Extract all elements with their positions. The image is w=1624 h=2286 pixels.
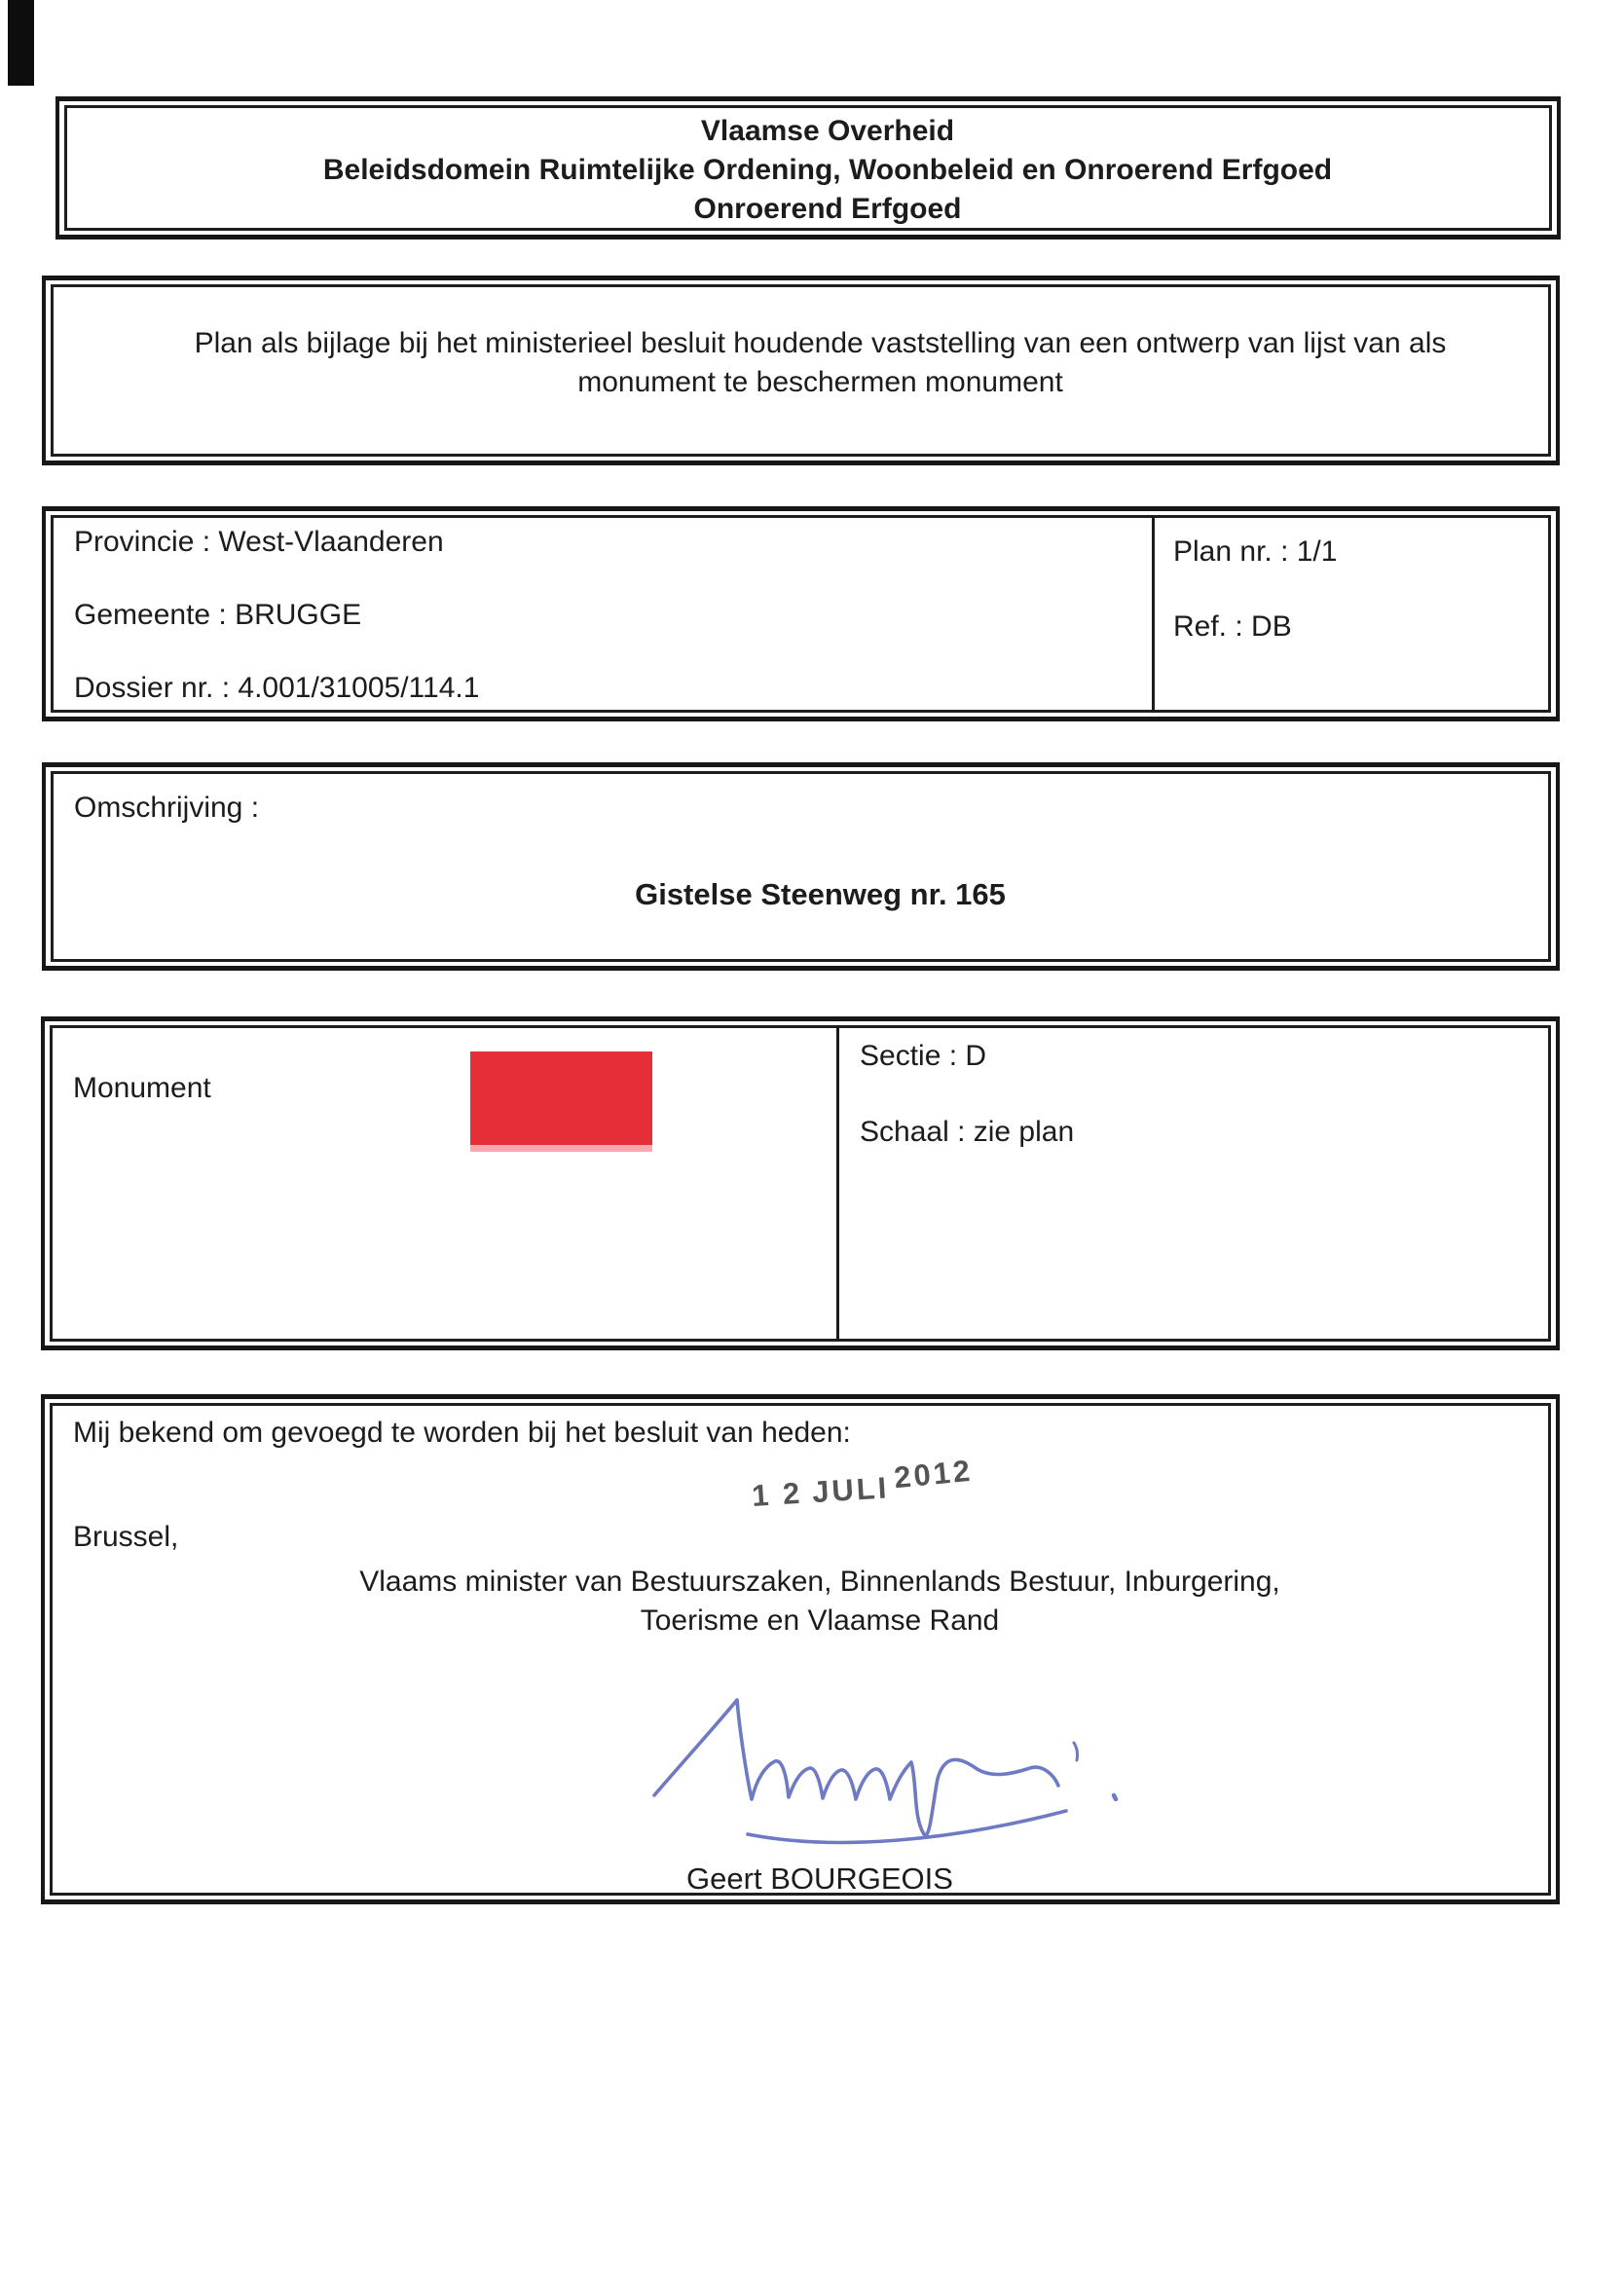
legend-box: Monument Sectie : D Schaal : zie plan [41, 1016, 1560, 1350]
plan-statement-box: Plan als bijlage bij het ministerieel be… [42, 276, 1560, 465]
monument-color-swatch [470, 1051, 652, 1145]
provincie-field: Provincie : West-Vlaanderen [74, 526, 444, 558]
info-box-outer-border [42, 506, 1560, 721]
omschrijving-label: Omschrijving : [74, 792, 260, 824]
signature-ink [652, 1698, 1119, 1845]
signature-box-inner-border [50, 1403, 1551, 1896]
city-line: Brussel, [73, 1521, 179, 1553]
header-box-inner-border [64, 105, 1552, 231]
stamp-day: 1 2 [751, 1475, 804, 1513]
info-box-divider [1152, 515, 1155, 713]
legend-box-inner-border [50, 1025, 1551, 1342]
scan-artifact-bar [8, 0, 34, 86]
gemeente-field: Gemeente : BRUGGE [74, 599, 362, 631]
header-box: Vlaamse Overheid Beleidsdomein Ruimtelij… [55, 96, 1561, 240]
monument-label: Monument [73, 1072, 211, 1104]
minister-title-line1: Vlaams minister van Bestuurszaken, Binne… [359, 1566, 1280, 1598]
stamp-year: 2012 [892, 1453, 975, 1495]
schaal-field: Schaal : zie plan [860, 1116, 1075, 1148]
omschrijving-box: Omschrijving : Gistelse Steenweg nr. 165 [42, 762, 1560, 971]
plan-statement: Plan als bijlage bij het ministerieel be… [42, 324, 1560, 402]
signature-tick [1072, 1741, 1080, 1762]
plan-box-outer-border [42, 276, 1560, 465]
signer-name: Geert BOURGEOIS [686, 1862, 953, 1896]
stamp-month: JULI [811, 1470, 891, 1510]
signature-stroke [652, 1698, 1060, 1837]
policy-domain: Beleidsdomein Ruimtelijke Ordening, Woon… [322, 154, 1333, 186]
legend-box-outer-border [41, 1016, 1560, 1350]
signature-underline [746, 1809, 1068, 1845]
signature-period [1111, 1792, 1119, 1802]
org-name: Vlaamse Overheid [700, 115, 955, 147]
minister-title: Vlaams minister van Bestuurszaken, Binne… [41, 1563, 1560, 1641]
header-title-lines: Vlaamse Overheid Beleidsdomein Ruimtelij… [55, 112, 1561, 229]
legend-box-divider [836, 1025, 839, 1342]
sectie-field: Sectie : D [860, 1040, 987, 1072]
ref-field: Ref. : DB [1173, 610, 1292, 643]
plan-statement-line1: Plan als bijlage bij het ministerieel be… [194, 327, 1447, 359]
plan-statement-line2: monument te beschermen monument [577, 366, 1063, 398]
dossier-field: Dossier nr. : 4.001/31005/114.1 [74, 672, 480, 704]
omschrijving-box-inner-border [51, 771, 1551, 962]
agency-name: Onroerend Erfgoed [693, 193, 962, 225]
omschrijving-box-outer-border [42, 762, 1560, 971]
info-box-inner-border [51, 515, 1551, 713]
info-box: Provincie : West-Vlaanderen Gemeente : B… [42, 506, 1560, 721]
signature-box: Mij bekend om gevoegd te worden bij het … [41, 1394, 1560, 1904]
header-box-outer-border [55, 96, 1561, 240]
omschrijving-value: Gistelse Steenweg nr. 165 [635, 877, 1006, 911]
signature-box-outer-border [41, 1394, 1560, 1904]
intro-line: Mij bekend om gevoegd te worden bij het … [73, 1417, 851, 1449]
plan-box-inner-border [51, 284, 1551, 457]
minister-title-line2: Toerisme en Vlaamse Rand [640, 1604, 1000, 1637]
plan-nr-field: Plan nr. : 1/1 [1173, 535, 1338, 568]
